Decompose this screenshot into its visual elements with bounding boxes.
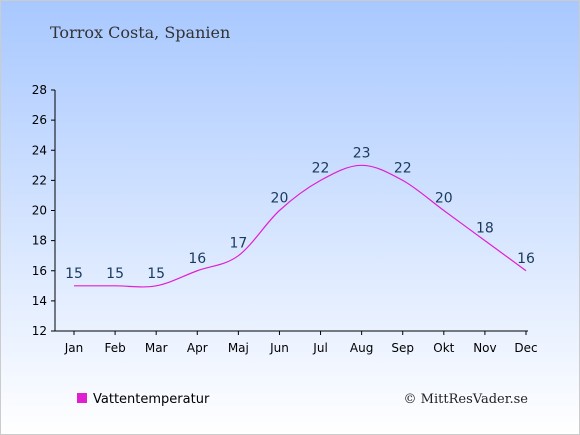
- data-label: 15: [106, 266, 124, 282]
- y-tick-label: 18: [32, 234, 47, 248]
- y-tick-label: 26: [32, 113, 47, 127]
- series-line-vattentemperatur: [73, 164, 527, 288]
- x-tick-label: Apr: [187, 341, 208, 355]
- data-label: 20: [271, 191, 289, 207]
- data-label: 22: [312, 160, 330, 176]
- y-axis-ticks: 12 14 16 18 20 22 24 26 28: [32, 83, 55, 338]
- chart-title: Torrox Costa, Spanien: [50, 23, 230, 42]
- y-tick-label: 16: [32, 264, 47, 278]
- data-label: 15: [65, 266, 83, 282]
- x-tick-label: Jan: [64, 341, 84, 355]
- x-tick-label: Mar: [145, 341, 168, 355]
- y-tick-label: 14: [32, 294, 47, 308]
- x-tick-label: Sep: [391, 341, 414, 355]
- y-tick-label: 28: [32, 83, 47, 97]
- data-label: 16: [517, 251, 535, 267]
- data-label: 16: [188, 251, 206, 267]
- data-label: 15: [147, 266, 165, 282]
- credit-text: © MittResVader.se: [404, 392, 529, 407]
- data-label: 17: [229, 236, 247, 252]
- x-tick-label: Jun: [269, 341, 289, 355]
- data-labels: 15 15 15 16 17 20 22 23 22 20 18 16: [65, 145, 535, 282]
- x-axis-ticks: Jan Feb Mar Apr Maj Jun Jul Aug Sep Okt Nov Dec: [64, 331, 538, 355]
- data-label: 20: [435, 191, 453, 207]
- y-tick-label: 12: [32, 324, 47, 338]
- legend-swatch: [77, 393, 87, 403]
- y-tick-label: 20: [32, 204, 47, 218]
- x-tick-label: Okt: [433, 341, 454, 355]
- x-tick-label: Nov: [473, 341, 496, 355]
- x-tick-label: Jul: [312, 341, 327, 355]
- data-label: 22: [394, 160, 412, 176]
- y-tick-label: 24: [32, 143, 47, 157]
- x-tick-label: Maj: [228, 341, 249, 355]
- y-tick-label: 22: [32, 173, 47, 187]
- x-tick-label: Feb: [104, 341, 125, 355]
- data-label: 18: [476, 221, 494, 237]
- data-label: 23: [353, 145, 371, 161]
- x-tick-label: Aug: [350, 341, 373, 355]
- legend-label: Vattentemperatur: [93, 392, 210, 407]
- x-tick-label: Dec: [514, 341, 537, 355]
